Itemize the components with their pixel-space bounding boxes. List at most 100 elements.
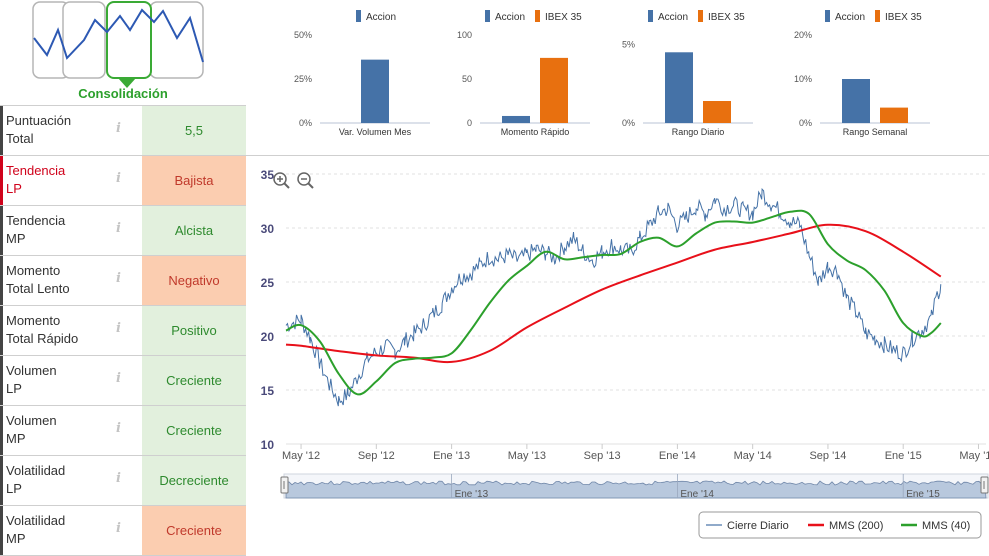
- indicator-name-line1: Tendencia: [6, 213, 66, 228]
- bar-chart-rango-semanal: Accion IBEX 35 0% 10% 20% Rango Semanal: [794, 10, 930, 137]
- indicator-row: Volumen LP i Creciente: [0, 356, 246, 406]
- legend-label: Accion: [835, 12, 865, 23]
- series-mms-40: [285, 209, 942, 396]
- legend-label: Accion: [366, 12, 396, 23]
- series-mms-200: [285, 223, 942, 364]
- x-category-label: Var. Volumen Mes: [339, 127, 412, 137]
- bar-chart-momento-rapido: Accion IBEX 35 0 50 100 Momento Rápido: [457, 10, 590, 137]
- x-category-label: Rango Semanal: [843, 127, 908, 137]
- y-tick-label: 25%: [294, 74, 312, 84]
- info-icon[interactable]: i: [116, 371, 121, 386]
- y-tick-label: 50: [462, 74, 472, 84]
- y-tick-label: 15: [261, 384, 275, 398]
- bar-accion: [842, 79, 870, 123]
- indicator-name-line1: Volatilidad: [6, 463, 66, 478]
- x-tick-label: Ene '15: [885, 450, 922, 462]
- y-tick-label: 35: [261, 168, 275, 182]
- pattern-panel-right: [149, 1, 204, 79]
- legend-swatch: [485, 10, 490, 22]
- section-divider: [246, 155, 989, 156]
- indicator-row: Volumen MP i Creciente: [0, 406, 246, 456]
- indicator-name: Tendencia MP: [0, 206, 142, 255]
- indicator-name-line2: MP: [6, 231, 26, 246]
- indicator-name: Volatilidad LP: [0, 456, 142, 505]
- bar-chart-volumen-mes: Accion 0% 25% 50% Var. Volumen Mes: [294, 10, 430, 137]
- legend-box: [698, 511, 982, 539]
- navigator-handle-left[interactable]: [280, 476, 289, 494]
- indicator-row: Momento Total Lento i Negativo: [0, 256, 246, 306]
- indicator-row: Puntuación Total i 5,5: [0, 105, 246, 156]
- indicator-name: Tendencia LP: [0, 156, 142, 205]
- x-tick-label: Sep '13: [584, 450, 621, 462]
- legend-swatch: [356, 10, 361, 22]
- y-tick-label: 100: [457, 30, 472, 40]
- x-tick-label: May '15: [959, 450, 989, 462]
- y-tick-label: 0%: [299, 118, 312, 128]
- y-tick-label: 0%: [622, 118, 635, 128]
- bar-ibex-35: [880, 107, 908, 123]
- legend-label[interactable]: Cierre Diario: [727, 520, 789, 532]
- zoom-out-icon[interactable]: [297, 172, 314, 189]
- x-tick-label: May '13: [508, 450, 546, 462]
- zoom-in-icon[interactable]: [273, 172, 290, 189]
- indicator-name: Momento Total Lento: [0, 256, 142, 305]
- bar-ibex-35: [703, 101, 731, 123]
- x-category-label: Momento Rápido: [501, 127, 570, 137]
- info-icon[interactable]: i: [116, 321, 121, 336]
- indicator-name-line2: Total Lento: [6, 281, 70, 296]
- indicator-name: Momento Total Rápido: [0, 306, 142, 355]
- x-tick-label: May '14: [734, 450, 772, 462]
- indicator-value: Positivo: [142, 306, 246, 355]
- indicator-row: Volatilidad LP i Decreciente: [0, 456, 246, 506]
- indicator-value: 5,5: [142, 106, 246, 155]
- legend-label[interactable]: MMS (200): [829, 520, 883, 532]
- info-icon[interactable]: i: [116, 471, 121, 486]
- indicator-name: Volumen MP: [0, 406, 142, 455]
- legend-label[interactable]: MMS (40): [922, 520, 970, 532]
- indicator-name: Puntuación Total: [0, 106, 142, 155]
- y-tick-label: 20: [261, 330, 275, 344]
- indicator-name-line2: MP: [6, 431, 26, 446]
- navigator-handle-right[interactable]: [980, 476, 989, 494]
- indicator-row: Momento Total Rápido i Positivo: [0, 306, 246, 356]
- x-tick-label: May '12: [282, 450, 320, 462]
- y-tick-label: 10: [261, 438, 275, 452]
- indicator-value: Decreciente: [142, 456, 246, 505]
- pattern-pointer: [118, 78, 136, 88]
- indicator-value: Creciente: [142, 406, 246, 455]
- pattern-label: Consolidación: [78, 86, 168, 101]
- legend-label: IBEX 35: [885, 12, 922, 23]
- y-tick-label: 0: [467, 118, 472, 128]
- indicator-value: Negativo: [142, 256, 246, 305]
- indicator-value: Creciente: [142, 356, 246, 405]
- info-icon[interactable]: i: [116, 421, 121, 436]
- indicator-value: Creciente: [142, 506, 246, 555]
- navigator-label: Ene '14: [680, 489, 714, 500]
- y-tick-label: 5%: [622, 39, 635, 49]
- info-icon[interactable]: i: [116, 121, 121, 136]
- indicator-name-line2: Total Rápido: [6, 331, 79, 346]
- indicator-name-line2: LP: [6, 181, 22, 196]
- indicator-name-line2: Total: [6, 131, 34, 146]
- legend-label: IBEX 35: [545, 12, 582, 23]
- navigator-label: Ene '15: [906, 489, 940, 500]
- price-chart[interactable]: 10 15 20 25 30 35 May '12 Sep '12 Ene '13 May '13…: [246, 156, 989, 556]
- y-tick-label: 50%: [294, 30, 312, 40]
- bar-accion: [502, 115, 530, 123]
- navigator-series: [285, 480, 987, 499]
- legend-label: Accion: [495, 12, 525, 23]
- indicator-name-line2: LP: [6, 481, 22, 496]
- indicator-name-line1: Momento: [6, 313, 61, 328]
- info-icon[interactable]: i: [116, 271, 121, 286]
- info-icon[interactable]: i: [116, 221, 121, 236]
- y-tick-label: 25: [261, 276, 275, 290]
- info-icon[interactable]: i: [116, 521, 121, 536]
- navigator-label: Ene '13: [455, 489, 489, 500]
- indicator-name-line2: MP: [6, 531, 26, 546]
- x-tick-label: Ene '14: [659, 450, 696, 462]
- info-icon[interactable]: i: [116, 171, 121, 186]
- indicator-row: Tendencia MP i Alcista: [0, 206, 246, 256]
- y-tick-label: 10%: [794, 74, 812, 84]
- indicator-name-line2: LP: [6, 381, 22, 396]
- indicator-name-line1: Volumen: [6, 413, 57, 428]
